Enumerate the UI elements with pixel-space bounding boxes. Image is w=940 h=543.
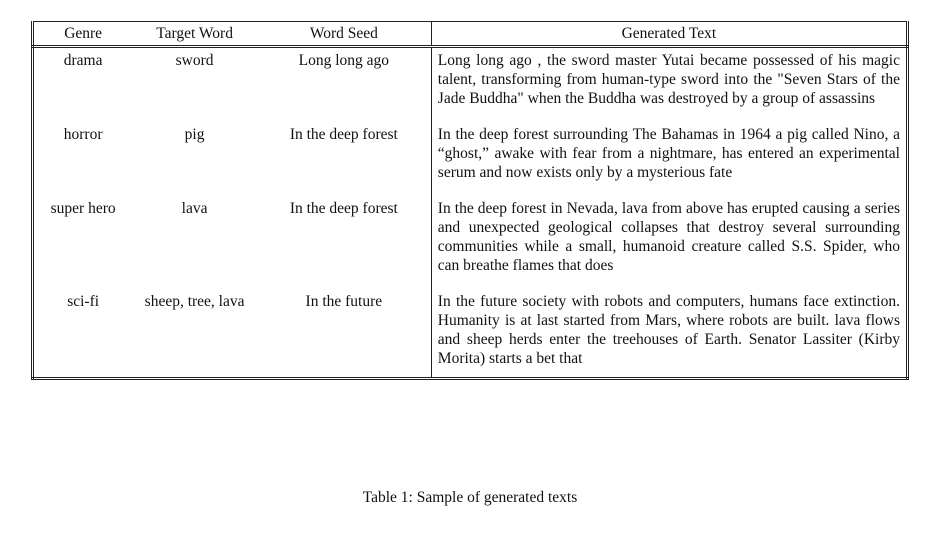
cell-target-word: sheep, tree, lava [132, 289, 257, 380]
header-generated-text: Generated Text [431, 21, 910, 48]
cell-word-seed: In the future [256, 289, 432, 380]
cell-genre: super hero [31, 196, 133, 289]
cell-genre: drama [31, 46, 133, 122]
table-caption: Table 1: Sample of generated texts [362, 489, 578, 506]
cell-word-seed: Long long ago [256, 46, 432, 122]
cell-genre: horror [31, 122, 133, 196]
cell-word-seed: In the deep forest [256, 196, 432, 289]
cell-word-seed: In the deep forest [256, 122, 432, 196]
table-row: super hero lava In the deep forest In th… [31, 196, 910, 289]
header-word-seed: Word Seed [256, 21, 432, 48]
generated-texts-table: Genre Target Word Word Seed Generated Te… [31, 21, 910, 380]
table-row: sci-fi sheep, tree, lava In the future I… [31, 289, 910, 380]
cell-target-word: lava [181, 200, 208, 217]
table-row: drama sword Long long ago Long long ago … [31, 46, 910, 122]
cell-generated-text: In the future society with robots and co… [431, 289, 910, 380]
cell-generated-text: In the deep forest surrounding The Baham… [431, 122, 910, 196]
cell-generated-text: Long long ago , the sword master Yutai b… [431, 46, 910, 122]
cell-target-word: pig [184, 126, 205, 143]
generated-texts-table-container: Genre Target Word Word Seed Generated Te… [31, 21, 910, 380]
cell-generated-text: In the deep forest in Nevada, lava from … [431, 196, 910, 289]
header-genre: Genre [31, 21, 133, 48]
header-target-word: Target Word [132, 21, 257, 48]
table-row: horror pig In the deep forest In the dee… [31, 122, 910, 196]
table-header-row: Genre Target Word Word Seed Generated Te… [31, 21, 910, 48]
cell-target-word: sword [175, 52, 214, 69]
cell-genre: sci-fi [31, 289, 133, 380]
